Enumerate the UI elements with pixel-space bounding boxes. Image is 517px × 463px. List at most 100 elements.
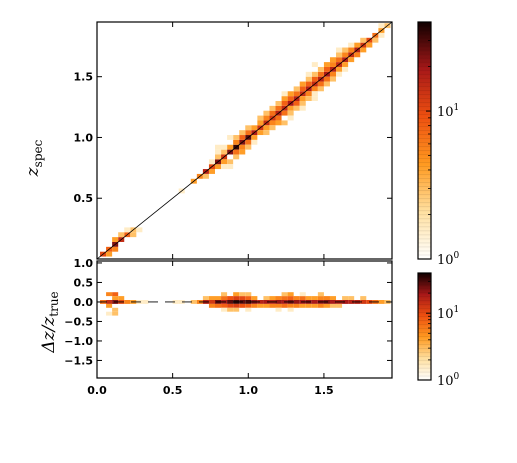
heatmap-cell xyxy=(208,159,215,165)
heatmap-cell xyxy=(112,237,119,242)
heatmap-cell xyxy=(342,296,349,300)
heatmap-cell xyxy=(221,149,228,155)
heatmap-cell xyxy=(311,296,318,300)
heatmap-cell xyxy=(354,42,361,48)
heatmap-cell xyxy=(208,300,215,304)
heatmap-cell xyxy=(178,300,185,304)
heatmap-cell xyxy=(317,303,324,308)
heatmap-cell xyxy=(305,296,312,300)
heatmap-cell xyxy=(269,120,276,126)
residual-y-ticks: 1.0 0.5 0.0 −0.5 −1.0 −1.5 xyxy=(64,257,392,367)
y-tick-label: 0.5 xyxy=(74,192,94,205)
y-tick-label: 0.0 xyxy=(74,296,94,309)
heatmap-cell xyxy=(233,307,240,312)
heatmap-cell xyxy=(311,62,318,67)
heatmap-cell xyxy=(336,66,343,72)
colorbar-tick-label: 101 xyxy=(437,305,459,322)
y-tick-label: 0.5 xyxy=(74,276,94,289)
heatmap-cell xyxy=(221,307,228,312)
heatmap-cell xyxy=(336,303,343,308)
heatmap-cell xyxy=(106,311,113,316)
heatmap-cell xyxy=(348,296,355,300)
heatmap-cell xyxy=(269,296,276,300)
heatmap-cell xyxy=(130,232,137,238)
heatmap-cell xyxy=(245,292,252,297)
heatmap-cell xyxy=(233,292,240,297)
heatmap-cell xyxy=(317,66,324,72)
heatmap-cell xyxy=(317,71,324,77)
x-tick-label: 1.0 xyxy=(239,384,259,397)
heatmap-cell xyxy=(124,227,131,233)
heatmap-cell xyxy=(263,110,270,116)
heatmap-cell xyxy=(366,42,373,48)
heatmap-cell xyxy=(329,62,337,67)
heatmap-cell xyxy=(342,62,349,67)
heatmap-cell xyxy=(311,303,318,308)
heatmap-cell xyxy=(317,81,324,87)
heatmap-cell xyxy=(317,296,324,300)
heatmap-cell xyxy=(215,303,222,308)
heatmap-cell xyxy=(239,303,246,308)
heatmap-cell xyxy=(281,96,288,101)
heatmap-cell xyxy=(257,120,264,126)
heatmap-cell xyxy=(245,130,252,136)
heatmap-cell xyxy=(221,144,228,150)
heatmap-cell xyxy=(136,227,143,233)
heatmap-cell xyxy=(239,296,246,300)
heatmap-cell xyxy=(287,307,294,312)
colorbar-tick-label: 101 xyxy=(437,103,459,120)
heatmap-cell xyxy=(208,296,215,300)
heatmap-cell xyxy=(263,296,270,300)
heatmap-cell xyxy=(251,135,258,140)
heatmap-cell xyxy=(336,57,343,63)
heatmap-cell xyxy=(311,91,318,97)
heatmap-cell xyxy=(269,303,276,308)
heatmap-cell xyxy=(112,311,119,316)
heatmap-cell xyxy=(275,120,282,126)
heatmap-cell xyxy=(221,303,228,308)
heatmap-cell xyxy=(281,303,288,308)
heatmap-cell xyxy=(239,144,246,150)
heatmap-cell xyxy=(323,76,330,82)
residual-colorbar: 100 101 xyxy=(417,272,460,389)
heatmap-cell xyxy=(275,296,282,300)
heatmap-cell xyxy=(323,62,330,67)
heatmap-cell xyxy=(112,296,119,300)
x-tick-label: 1.5 xyxy=(314,384,334,397)
heatmap-cell xyxy=(245,144,252,150)
colorbar-gradient xyxy=(418,22,431,259)
heatmap-cell xyxy=(263,115,270,121)
heatmap-cell xyxy=(190,300,197,304)
y-tick-label: 1.0 xyxy=(74,257,94,270)
heatmap-cell xyxy=(293,101,300,106)
heatmap-cell xyxy=(287,91,294,97)
heatmap-cell xyxy=(227,144,234,150)
heatmap-cell xyxy=(336,71,343,77)
heatmap-cell xyxy=(245,307,252,312)
ylabel-main: z xyxy=(23,166,43,177)
heatmap-cell xyxy=(329,296,337,300)
heatmap-cell xyxy=(378,23,385,29)
heatmap-cell xyxy=(311,71,318,77)
heatmap-cell xyxy=(251,296,258,300)
heatmap-cell xyxy=(245,303,252,308)
heatmap-cell xyxy=(305,76,312,82)
heatmap-cell xyxy=(348,47,355,53)
heatmap-cell xyxy=(378,300,385,304)
heatmap-cell xyxy=(342,66,349,72)
colorbar-tick-label: 100 xyxy=(437,372,460,389)
heatmap-cell xyxy=(323,303,330,308)
residual-heatmap-panel: 1.0 0.5 0.0 −0.5 −1.0 −1.5 0.0 0.5 1.0 1.5 Δz/zt… xyxy=(39,257,393,397)
heatmap-cell xyxy=(215,154,222,160)
heatmap-cell xyxy=(299,292,306,297)
main-plot-frame xyxy=(96,21,393,260)
heatmap-cell xyxy=(329,71,337,77)
heatmap-cell xyxy=(227,303,234,308)
heatmap-cell xyxy=(257,115,264,121)
main-y-ticks: 0.5 1.0 1.5 xyxy=(74,71,392,205)
heatmap-cell xyxy=(342,47,349,53)
heatmap-cell xyxy=(323,66,330,72)
heatmap-cell xyxy=(342,52,349,58)
y-tick-label: −1.5 xyxy=(64,354,93,367)
